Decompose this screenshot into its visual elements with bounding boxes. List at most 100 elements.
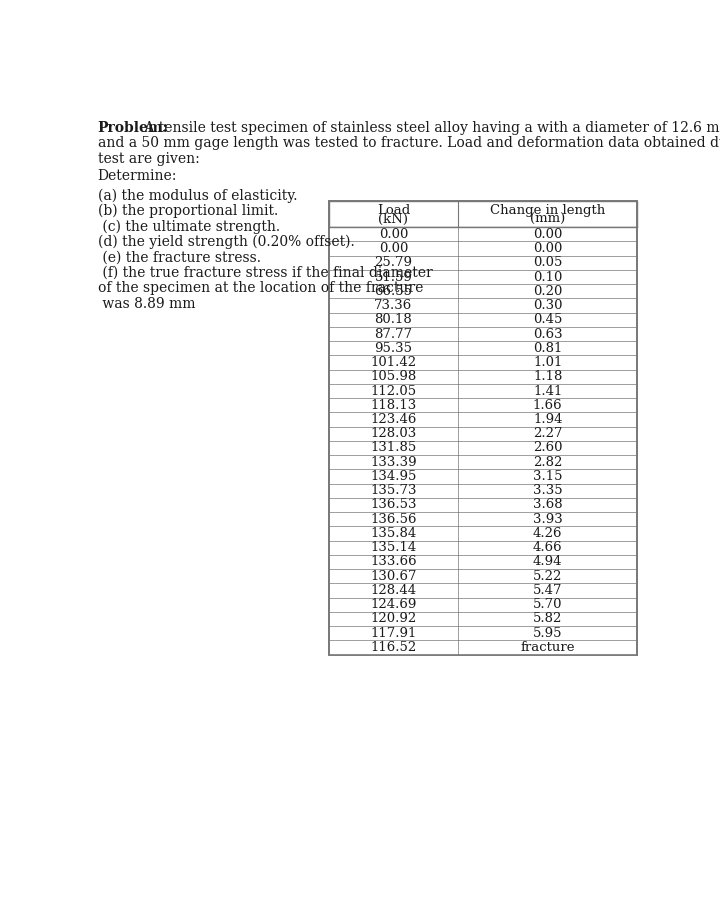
Text: 130.67: 130.67 — [370, 570, 417, 583]
Text: 101.42: 101.42 — [370, 356, 417, 369]
Text: 116.52: 116.52 — [370, 641, 417, 654]
Text: 0.00: 0.00 — [533, 242, 562, 255]
Text: (e) the fracture stress.: (e) the fracture stress. — [98, 251, 261, 264]
Text: (b) the proportional limit.: (b) the proportional limit. — [98, 204, 278, 218]
Bar — [329, 512, 637, 526]
Text: 1.18: 1.18 — [533, 370, 562, 384]
Bar — [329, 227, 637, 241]
Text: and a 50 mm gage length was tested to fracture. Load and deformation data obtain: and a 50 mm gage length was tested to fr… — [98, 137, 720, 151]
Bar — [329, 611, 637, 626]
Text: 4.26: 4.26 — [533, 527, 562, 540]
Text: 5.47: 5.47 — [533, 584, 562, 597]
Text: 5.70: 5.70 — [533, 599, 562, 611]
Text: 123.46: 123.46 — [370, 413, 417, 426]
Bar — [329, 355, 637, 370]
Text: 3.93: 3.93 — [533, 513, 562, 526]
Bar — [329, 412, 637, 427]
Text: 5.22: 5.22 — [533, 570, 562, 583]
Bar — [329, 285, 637, 298]
Bar — [329, 554, 637, 569]
Text: 3.68: 3.68 — [533, 498, 562, 511]
Text: 4.94: 4.94 — [533, 555, 562, 568]
Text: A tensile test specimen of stainless steel alloy having a with a diameter of 12.: A tensile test specimen of stainless ste… — [140, 121, 720, 135]
Text: 4.66: 4.66 — [533, 542, 562, 554]
Text: 2.60: 2.60 — [533, 442, 562, 454]
Text: (mm): (mm) — [530, 213, 565, 226]
Bar — [329, 270, 637, 285]
Bar — [329, 626, 637, 641]
Text: 87.77: 87.77 — [374, 328, 413, 341]
Text: Load: Load — [377, 204, 410, 217]
Text: 0.00: 0.00 — [379, 242, 408, 255]
Text: 105.98: 105.98 — [370, 370, 417, 384]
Text: Determine:: Determine: — [98, 169, 177, 183]
Text: 0.30: 0.30 — [533, 299, 562, 312]
Bar — [329, 427, 637, 441]
Text: 2.82: 2.82 — [533, 455, 562, 469]
Bar — [329, 241, 637, 256]
Text: 0.10: 0.10 — [533, 271, 562, 284]
Text: was 8.89 mm: was 8.89 mm — [98, 297, 195, 310]
Bar — [329, 384, 637, 398]
Text: 135.84: 135.84 — [370, 527, 417, 540]
Text: test are given:: test are given: — [98, 151, 199, 166]
Text: 133.39: 133.39 — [370, 455, 417, 469]
Bar — [329, 641, 637, 655]
Bar — [329, 256, 637, 270]
Text: 131.85: 131.85 — [370, 442, 417, 454]
Bar — [329, 341, 637, 355]
Text: 112.05: 112.05 — [370, 385, 417, 397]
Text: (a) the modulus of elasticity.: (a) the modulus of elasticity. — [98, 189, 297, 203]
Bar — [329, 569, 637, 583]
Bar — [329, 484, 637, 498]
Text: (kN): (kN) — [379, 213, 408, 226]
Text: 118.13: 118.13 — [370, 398, 417, 412]
Text: 5.95: 5.95 — [533, 627, 562, 640]
Text: (c) the ultimate strength.: (c) the ultimate strength. — [98, 219, 280, 234]
Text: 128.03: 128.03 — [370, 427, 417, 441]
Bar — [329, 541, 637, 554]
Text: 1.66: 1.66 — [533, 398, 562, 412]
Text: 66.55: 66.55 — [374, 285, 413, 297]
Text: 136.56: 136.56 — [370, 513, 417, 526]
Text: 134.95: 134.95 — [370, 470, 417, 483]
Bar — [329, 201, 637, 655]
Text: (f) the true fracture stress if the final diameter: (f) the true fracture stress if the fina… — [98, 265, 433, 280]
Text: 128.44: 128.44 — [370, 584, 417, 597]
Text: 133.66: 133.66 — [370, 555, 417, 568]
Text: 136.53: 136.53 — [370, 498, 417, 511]
Bar — [329, 313, 637, 327]
Text: fracture: fracture — [521, 641, 575, 654]
Text: 1.01: 1.01 — [533, 356, 562, 369]
Text: Problem:: Problem: — [98, 121, 168, 135]
Text: 0.00: 0.00 — [533, 228, 562, 241]
Text: 25.79: 25.79 — [374, 256, 413, 269]
Bar — [329, 327, 637, 341]
Text: 3.35: 3.35 — [533, 484, 562, 498]
Text: 1.94: 1.94 — [533, 413, 562, 426]
Bar — [329, 370, 637, 384]
Text: (d) the yield strength (0.20% offset).: (d) the yield strength (0.20% offset). — [98, 235, 354, 250]
Text: 124.69: 124.69 — [370, 599, 417, 611]
Text: 135.73: 135.73 — [370, 484, 417, 498]
Bar — [329, 441, 637, 455]
Bar — [329, 583, 637, 598]
Text: of the specimen at the location of the fracture: of the specimen at the location of the f… — [98, 281, 423, 295]
Bar — [329, 498, 637, 512]
Text: 0.45: 0.45 — [533, 313, 562, 326]
Bar — [329, 201, 637, 227]
Text: 120.92: 120.92 — [370, 612, 417, 625]
Text: 0.63: 0.63 — [533, 328, 562, 341]
Text: 135.14: 135.14 — [370, 542, 417, 554]
Bar — [329, 469, 637, 484]
Bar — [329, 526, 637, 541]
Text: 2.27: 2.27 — [533, 427, 562, 441]
Text: 0.20: 0.20 — [533, 285, 562, 297]
Text: 95.35: 95.35 — [374, 341, 413, 354]
Text: 73.36: 73.36 — [374, 299, 413, 312]
Bar — [329, 298, 637, 313]
Text: 5.82: 5.82 — [533, 612, 562, 625]
Text: 0.00: 0.00 — [379, 228, 408, 241]
Text: 80.18: 80.18 — [374, 313, 413, 326]
Text: 3.15: 3.15 — [533, 470, 562, 483]
